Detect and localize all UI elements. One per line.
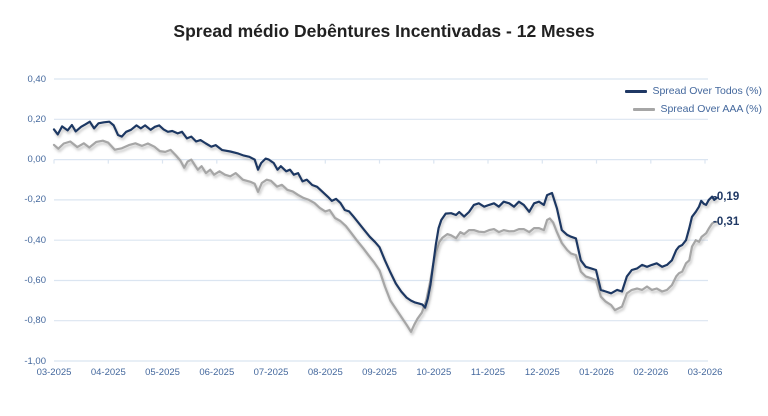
x-axis-tick-label: 09-2025 — [362, 367, 397, 378]
chart-legend: Spread Over Todos (%) Spread Over AAA (%… — [625, 82, 762, 118]
y-axis-tick-label: 0,00 — [27, 154, 47, 166]
x-axis-tick-label: 06-2025 — [199, 367, 235, 378]
y-axis-tick-label: -0,60 — [24, 275, 46, 286]
legend-item-aaa: Spread Over AAA (%) — [625, 100, 762, 118]
y-axis-tick-label: 0,20 — [27, 113, 47, 125]
y-axis-tick-label: -0,20 — [24, 194, 46, 206]
legend-line-marker-todos — [625, 89, 648, 93]
x-axis-tick-label: 10-2025 — [416, 367, 452, 378]
series-line-aaa — [52, 139, 719, 333]
x-axis-tick-label: 08-2025 — [307, 367, 343, 378]
end-value-label-todos: -0,19 — [713, 191, 740, 203]
x-axis-tick-label: 04-2025 — [90, 367, 126, 378]
chart-title: Spread médio Debêntures Incentivadas - 1… — [173, 21, 595, 41]
end-value-label-aaa: -0,31 — [713, 216, 740, 228]
x-axis-tick-label: 05-2025 — [145, 367, 180, 378]
x-axis-tick-label: 11-2025 — [470, 367, 506, 378]
y-axis-tick-label: -0,80 — [24, 315, 46, 327]
legend-label-aaa: Spread Over AAA (%) — [660, 103, 762, 115]
y-axis-tick-label: 0,40 — [27, 73, 47, 85]
y-axis-tick-label: -1,00 — [24, 355, 46, 367]
x-axis-tick-label: 07-2025 — [253, 367, 289, 378]
x-axis-tick-label: 03-2025 — [36, 367, 72, 378]
x-axis-tick-label: 02-2026 — [633, 367, 669, 378]
legend-line-marker-aaa — [633, 107, 656, 111]
legend-item-todos: Spread Over Todos (%) — [625, 82, 762, 100]
series-line-todos — [52, 120, 719, 309]
x-axis-tick-label: 01-2026 — [579, 367, 614, 378]
x-axis-tick-label: 03-2026 — [687, 367, 723, 378]
x-axis-tick-label: 12-2025 — [524, 367, 560, 378]
legend-label-todos: Spread Over Todos (%) — [652, 85, 762, 97]
y-axis-tick-label: -0,40 — [24, 234, 46, 246]
